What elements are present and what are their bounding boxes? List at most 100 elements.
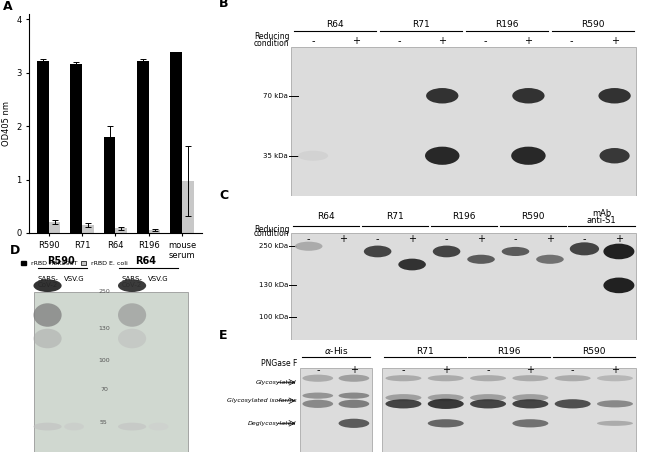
Bar (49, 222, 60, 233)
Ellipse shape (364, 246, 391, 257)
Ellipse shape (302, 400, 333, 408)
Text: VSV.G: VSV.G (148, 276, 169, 282)
Text: R196: R196 (452, 212, 476, 221)
Text: +: + (408, 234, 416, 244)
Ellipse shape (536, 255, 564, 264)
Ellipse shape (428, 399, 463, 409)
Ellipse shape (339, 375, 369, 382)
Ellipse shape (385, 375, 421, 381)
Ellipse shape (33, 329, 62, 348)
Ellipse shape (603, 244, 634, 259)
Text: R64: R64 (135, 256, 156, 266)
Bar (137, 61, 149, 233)
Ellipse shape (467, 255, 495, 264)
Ellipse shape (433, 246, 460, 257)
Bar (82, 225, 94, 233)
Text: 100 kDa: 100 kDa (259, 314, 288, 320)
Text: R196: R196 (495, 21, 519, 29)
Text: -: - (486, 365, 490, 376)
Text: -: - (376, 234, 380, 244)
Ellipse shape (118, 423, 146, 431)
Bar (70, 64, 82, 233)
Text: +: + (352, 36, 360, 46)
Text: Deglycosylated: Deglycosylated (248, 421, 296, 426)
Ellipse shape (33, 279, 62, 292)
Text: condition: condition (254, 39, 289, 48)
Text: -: - (402, 365, 405, 376)
Text: anti-S1: anti-S1 (587, 216, 616, 225)
Text: 70: 70 (100, 387, 108, 392)
Text: E: E (219, 329, 227, 342)
Text: R590: R590 (581, 21, 604, 29)
Ellipse shape (149, 423, 168, 431)
Text: 130 kDa: 130 kDa (259, 282, 288, 288)
Text: condition: condition (254, 229, 289, 238)
Ellipse shape (603, 278, 634, 293)
Text: 35 kDa: 35 kDa (263, 153, 288, 159)
FancyBboxPatch shape (291, 47, 636, 196)
FancyBboxPatch shape (34, 292, 188, 452)
Text: Glycosylated: Glycosylated (256, 380, 296, 385)
Text: 55: 55 (100, 420, 108, 425)
Text: R71: R71 (416, 347, 434, 356)
Text: +: + (438, 36, 447, 46)
Text: 250: 250 (98, 289, 110, 294)
Text: 100: 100 (98, 357, 110, 363)
Legend: rRBD HEK293T, rRBD E. coli: rRBD HEK293T, rRBD E. coli (19, 258, 130, 268)
Ellipse shape (428, 419, 463, 427)
Ellipse shape (339, 400, 369, 408)
Ellipse shape (426, 88, 458, 103)
Text: -: - (316, 365, 320, 376)
Ellipse shape (33, 423, 62, 431)
Bar (37, 61, 49, 233)
Text: 130: 130 (98, 326, 110, 331)
Ellipse shape (385, 394, 421, 401)
Text: +: + (477, 234, 485, 244)
Text: -: - (397, 36, 401, 46)
Ellipse shape (428, 394, 463, 401)
Text: Glycosylated isoforms: Glycosylated isoforms (227, 398, 296, 403)
Ellipse shape (298, 151, 328, 161)
Bar (170, 53, 182, 233)
Text: SARS-
CoV-2: SARS- CoV-2 (122, 276, 142, 288)
FancyBboxPatch shape (291, 233, 636, 340)
Text: B: B (219, 0, 229, 10)
Text: D: D (9, 244, 20, 257)
Ellipse shape (502, 247, 529, 256)
Text: R64: R64 (326, 21, 343, 29)
Bar (104, 137, 116, 233)
Bar (116, 228, 127, 233)
Text: R590: R590 (521, 212, 545, 221)
Ellipse shape (428, 375, 463, 381)
Text: +: + (339, 234, 347, 244)
Ellipse shape (599, 88, 630, 103)
Text: R71: R71 (412, 21, 430, 29)
Ellipse shape (597, 375, 633, 381)
Ellipse shape (599, 148, 630, 164)
Text: +: + (546, 234, 554, 244)
Text: mAb: mAb (592, 208, 611, 218)
Ellipse shape (512, 394, 549, 401)
Ellipse shape (33, 303, 62, 327)
Text: -: - (582, 234, 586, 244)
Ellipse shape (512, 375, 549, 381)
Ellipse shape (425, 147, 460, 165)
Ellipse shape (302, 392, 333, 399)
Text: C: C (219, 189, 228, 202)
Ellipse shape (118, 303, 146, 327)
Ellipse shape (570, 242, 599, 255)
Ellipse shape (512, 88, 545, 103)
Text: A: A (3, 0, 13, 13)
Text: Reducing: Reducing (254, 32, 289, 41)
Ellipse shape (295, 242, 322, 251)
Ellipse shape (597, 421, 633, 426)
Ellipse shape (512, 419, 549, 427)
Text: $\alpha$-His: $\alpha$-His (324, 345, 348, 356)
Text: -: - (570, 36, 573, 46)
Text: +: + (525, 36, 532, 46)
Y-axis label: OD405 nm: OD405 nm (2, 101, 10, 146)
Text: +: + (610, 36, 619, 46)
Ellipse shape (511, 147, 545, 165)
Text: R196: R196 (497, 347, 521, 356)
Ellipse shape (302, 375, 333, 382)
